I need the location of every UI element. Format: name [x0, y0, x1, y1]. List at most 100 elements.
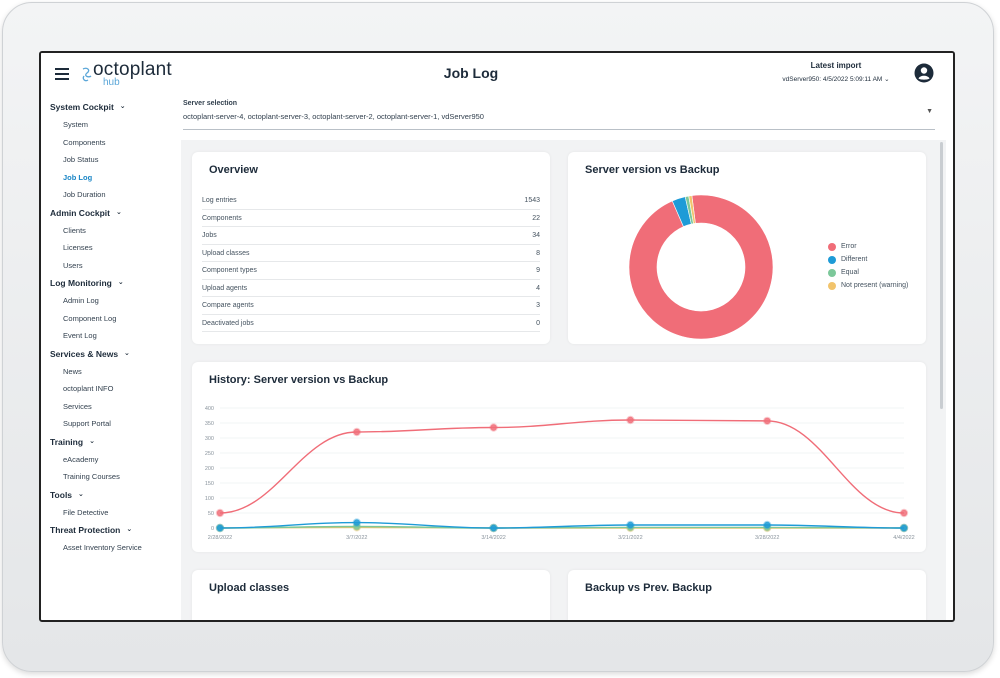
sidebar-item-services[interactable]: Services	[63, 401, 92, 411]
data-point-error[interactable]	[763, 416, 772, 426]
overview-row-value: 22	[532, 214, 540, 222]
sidebar-item-job-log[interactable]: Job Log	[63, 172, 93, 182]
overview-row-value: 0	[536, 319, 540, 327]
overview-row-label: Compare agents	[202, 302, 254, 309]
series-line-error	[219, 419, 905, 514]
nav-group-header-services-and-news[interactable]: Services & News ⌄	[50, 345, 173, 363]
nav-group-header-admin-cockpit[interactable]: Admin Cockpit ⌄	[50, 204, 173, 222]
overview-row: Log entries 1543	[202, 192, 540, 210]
chevron-down-icon: ⌄	[78, 490, 84, 498]
sidebar-item-licenses[interactable]: Licenses	[63, 243, 93, 252]
latest-import-dropdown[interactable]: vdServer950: 4/5/2022 5:09:11 AM ⌄	[761, 75, 911, 83]
data-point-error[interactable]	[352, 427, 362, 437]
logo-subtitle: hub	[103, 77, 120, 88]
data-point-error[interactable]	[899, 508, 909, 518]
chevron-down-icon: ⌄	[119, 103, 126, 110]
scrollbar-track[interactable]	[940, 140, 946, 620]
data-point-different[interactable]	[899, 523, 909, 533]
sidebar-item-admin-log[interactable]: Admin Log	[63, 296, 99, 305]
nav-group-label: Threat Protection	[50, 525, 121, 535]
legend-item-error[interactable]: Error	[828, 240, 908, 253]
data-point-error[interactable]	[489, 423, 498, 432]
sidebar-item-asset-inventory-service[interactable]: Asset Inventory Service	[63, 543, 142, 552]
chevron-down-icon: ⌄	[884, 76, 890, 83]
donut-slice-error[interactable]	[628, 194, 774, 340]
sidebar-item-job-status[interactable]: Job Status	[63, 155, 99, 164]
nav-group-header-threat-protection[interactable]: Threat Protection ⌄	[50, 521, 173, 539]
main-content: Server selection octoplant-server-4, oct…	[173, 95, 953, 620]
sidebar-item-news[interactable]: News	[63, 366, 82, 376]
legend-item-equal[interactable]: Equal	[828, 266, 908, 279]
top-bar: octoplant hub Job Log Latest import vdSe…	[41, 53, 953, 95]
dashboard-area: Overview Log entries 1543 Components 22 …	[181, 140, 941, 620]
legend-swatch	[828, 268, 836, 277]
overview-row-value: 34	[532, 232, 540, 239]
chevron-down-icon: ⌄	[117, 279, 124, 286]
sidebar-item-support-portal[interactable]: Support Portal	[63, 419, 111, 428]
donut-slice-not-present[interactable]	[688, 195, 696, 224]
nav-group-label: Training	[50, 436, 84, 447]
legend-item-different[interactable]: Different	[828, 253, 908, 266]
data-point-different[interactable]	[215, 523, 225, 533]
nav-group-header-log-monitoring[interactable]: Log Monitoring ⌄	[50, 274, 173, 292]
sidebar-item-components[interactable]: Components	[63, 137, 106, 147]
overview-row: Upload agents 4	[202, 280, 540, 297]
overview-row-value: 3	[536, 302, 540, 309]
upload-classes-card: Upload classes	[192, 570, 550, 620]
nav-group-label: System Cockpit	[50, 102, 114, 112]
nav-group-header-system-cockpit[interactable]: System Cockpit ⌄	[50, 98, 173, 116]
y-tick-label: 50	[208, 511, 214, 517]
nav-group-header-training[interactable]: Training ⌄	[50, 433, 173, 451]
sidebar-item-file-detective[interactable]: File Detective	[63, 507, 109, 517]
x-tick-label: 3/7/2022	[346, 535, 367, 541]
data-point-different[interactable]	[352, 518, 362, 527]
nav-group-header-tools[interactable]: Tools ⌄	[50, 486, 173, 504]
x-tick-label: 4/4/2022	[893, 535, 914, 541]
sidebar-item-system[interactable]: System	[63, 120, 89, 129]
menu-icon[interactable]	[55, 68, 69, 80]
sidebar-item-octoplant-info[interactable]: octoplant INFO	[63, 384, 114, 393]
nav-group-tools: Tools ⌄ File Detective	[50, 486, 173, 522]
data-point-different[interactable]	[626, 520, 635, 530]
x-tick-label: 2/28/2022	[208, 535, 232, 541]
data-point-error[interactable]	[215, 508, 225, 518]
overview-row-value: 9	[536, 267, 540, 274]
overview-row-value: 4	[536, 284, 540, 292]
history-line-chart: 400 350 300 250 200 150 100 50 0 2/28/2022 3/7/202…	[205, 406, 915, 541]
sidebar-item-training-courses[interactable]: Training Courses	[63, 472, 120, 481]
legend-swatch	[828, 281, 836, 290]
overview-row: Components 22	[202, 210, 540, 227]
latest-import-value: vdServer950: 4/5/2022 5:09:11 AM	[782, 76, 883, 83]
server-selection-label: Server selection	[183, 100, 238, 107]
data-point-error[interactable]	[626, 415, 635, 425]
y-tick-label: 350	[205, 421, 214, 427]
sidebar-item-eacademy[interactable]: eAcademy	[63, 454, 99, 464]
y-tick-label: 200	[205, 466, 214, 472]
octoplant-logo: octoplant hub	[81, 59, 172, 89]
history-title: History: Server version vs Backup	[209, 374, 389, 386]
data-point-different[interactable]	[489, 523, 498, 533]
sidebar-item-event-log[interactable]: Event Log	[63, 331, 97, 340]
data-point-different[interactable]	[763, 520, 772, 530]
legend-item-not-present[interactable]: Not present (warning)	[828, 279, 908, 292]
sidebar-item-users[interactable]: Users	[63, 260, 83, 270]
server-selection-dropdown[interactable]: Server selection octoplant-server-4, oct…	[183, 100, 935, 130]
backup-vs-prev-title: Backup vs Prev. Backup	[585, 582, 712, 594]
overview-row: Component types 9	[202, 262, 540, 280]
legend-label: Different	[841, 256, 868, 263]
sidebar-item-component-log[interactable]: Component Log	[63, 313, 117, 323]
server-vs-backup-title: Server version vs Backup	[585, 164, 720, 176]
history-card: History: Server version vs Backup 400 350…	[192, 362, 926, 552]
nav-group-services-and-news: Services & News ⌄ News octoplant INFO Serv…	[50, 345, 173, 433]
overview-row-value: 1543	[524, 197, 540, 204]
backup-vs-prev-card: Backup vs Prev. Backup	[568, 570, 926, 620]
nav-group-log-monitoring: Log Monitoring ⌄ Admin Log Component Log E…	[50, 274, 173, 345]
y-tick-label: 0	[211, 526, 214, 532]
overview-row-value: 8	[536, 249, 540, 257]
account-icon[interactable]	[914, 63, 934, 83]
scrollbar-thumb[interactable]	[940, 142, 943, 409]
overview-row-label: Log entries	[202, 197, 237, 204]
sidebar-item-clients[interactable]: Clients	[63, 225, 86, 235]
sidebar-item-job-duration[interactable]: Job Duration	[63, 190, 106, 199]
donut-chart	[628, 194, 774, 340]
